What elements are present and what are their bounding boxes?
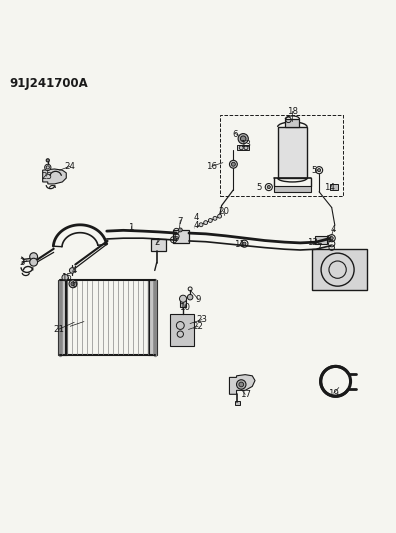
Circle shape xyxy=(239,382,244,387)
Text: 13: 13 xyxy=(240,140,251,149)
Text: 4: 4 xyxy=(193,221,199,230)
Circle shape xyxy=(330,237,333,240)
Text: 15: 15 xyxy=(61,273,72,282)
Circle shape xyxy=(30,253,38,261)
Circle shape xyxy=(238,134,248,144)
Text: 7: 7 xyxy=(316,243,322,252)
Text: 9: 9 xyxy=(195,295,201,304)
Text: 7: 7 xyxy=(177,217,183,226)
Text: 23: 23 xyxy=(196,315,208,324)
Text: 3: 3 xyxy=(19,258,25,267)
Text: 24: 24 xyxy=(65,161,76,171)
Polygon shape xyxy=(237,146,249,150)
Text: 6: 6 xyxy=(71,280,77,289)
Circle shape xyxy=(69,280,77,288)
Bar xyxy=(151,239,166,251)
Text: 10: 10 xyxy=(179,303,190,312)
Text: 20: 20 xyxy=(218,207,229,216)
Text: 5: 5 xyxy=(311,166,317,175)
Bar xyxy=(234,401,240,405)
Circle shape xyxy=(267,185,270,189)
Text: 14: 14 xyxy=(324,183,335,192)
Bar xyxy=(330,184,338,190)
Polygon shape xyxy=(43,169,66,184)
Circle shape xyxy=(204,221,208,224)
Text: 4: 4 xyxy=(71,266,77,275)
Text: 25: 25 xyxy=(41,172,52,181)
Bar xyxy=(180,298,186,306)
Text: 18: 18 xyxy=(287,107,298,116)
Circle shape xyxy=(179,295,187,302)
Circle shape xyxy=(199,223,203,227)
Text: 91J241700A: 91J241700A xyxy=(9,77,88,90)
Circle shape xyxy=(178,228,182,232)
Text: 22: 22 xyxy=(192,322,204,331)
Text: 4: 4 xyxy=(193,213,199,222)
Circle shape xyxy=(229,160,237,168)
Text: 5: 5 xyxy=(173,235,179,244)
Circle shape xyxy=(236,379,246,389)
Circle shape xyxy=(231,162,235,166)
Bar xyxy=(58,280,67,355)
Circle shape xyxy=(187,294,193,300)
Text: 4: 4 xyxy=(331,224,337,233)
Circle shape xyxy=(69,268,75,273)
Text: 16: 16 xyxy=(206,161,217,171)
Bar xyxy=(278,127,307,178)
Polygon shape xyxy=(274,186,311,192)
Text: 8: 8 xyxy=(325,235,331,244)
Bar xyxy=(285,119,299,127)
Bar xyxy=(315,236,327,245)
Text: 19: 19 xyxy=(328,389,339,398)
Text: 6: 6 xyxy=(232,130,238,139)
Text: 21: 21 xyxy=(53,325,64,334)
Circle shape xyxy=(30,259,38,266)
Text: 5: 5 xyxy=(256,183,262,192)
Polygon shape xyxy=(229,375,255,394)
Bar xyxy=(220,115,343,196)
Bar xyxy=(63,277,68,280)
Circle shape xyxy=(243,242,246,245)
Text: 11: 11 xyxy=(234,240,245,249)
Circle shape xyxy=(46,159,50,162)
Text: 12: 12 xyxy=(307,238,318,247)
Bar xyxy=(173,230,189,243)
Bar xyxy=(170,314,194,346)
Circle shape xyxy=(240,136,246,141)
Circle shape xyxy=(71,282,75,286)
Circle shape xyxy=(208,219,212,222)
Text: 1: 1 xyxy=(128,223,134,232)
Bar xyxy=(312,249,367,290)
Circle shape xyxy=(213,216,217,220)
Circle shape xyxy=(218,214,222,218)
Circle shape xyxy=(318,168,321,172)
Text: 2: 2 xyxy=(154,238,160,247)
Text: 17: 17 xyxy=(240,390,251,399)
Bar xyxy=(148,280,157,355)
Circle shape xyxy=(62,274,68,281)
Circle shape xyxy=(45,164,51,171)
